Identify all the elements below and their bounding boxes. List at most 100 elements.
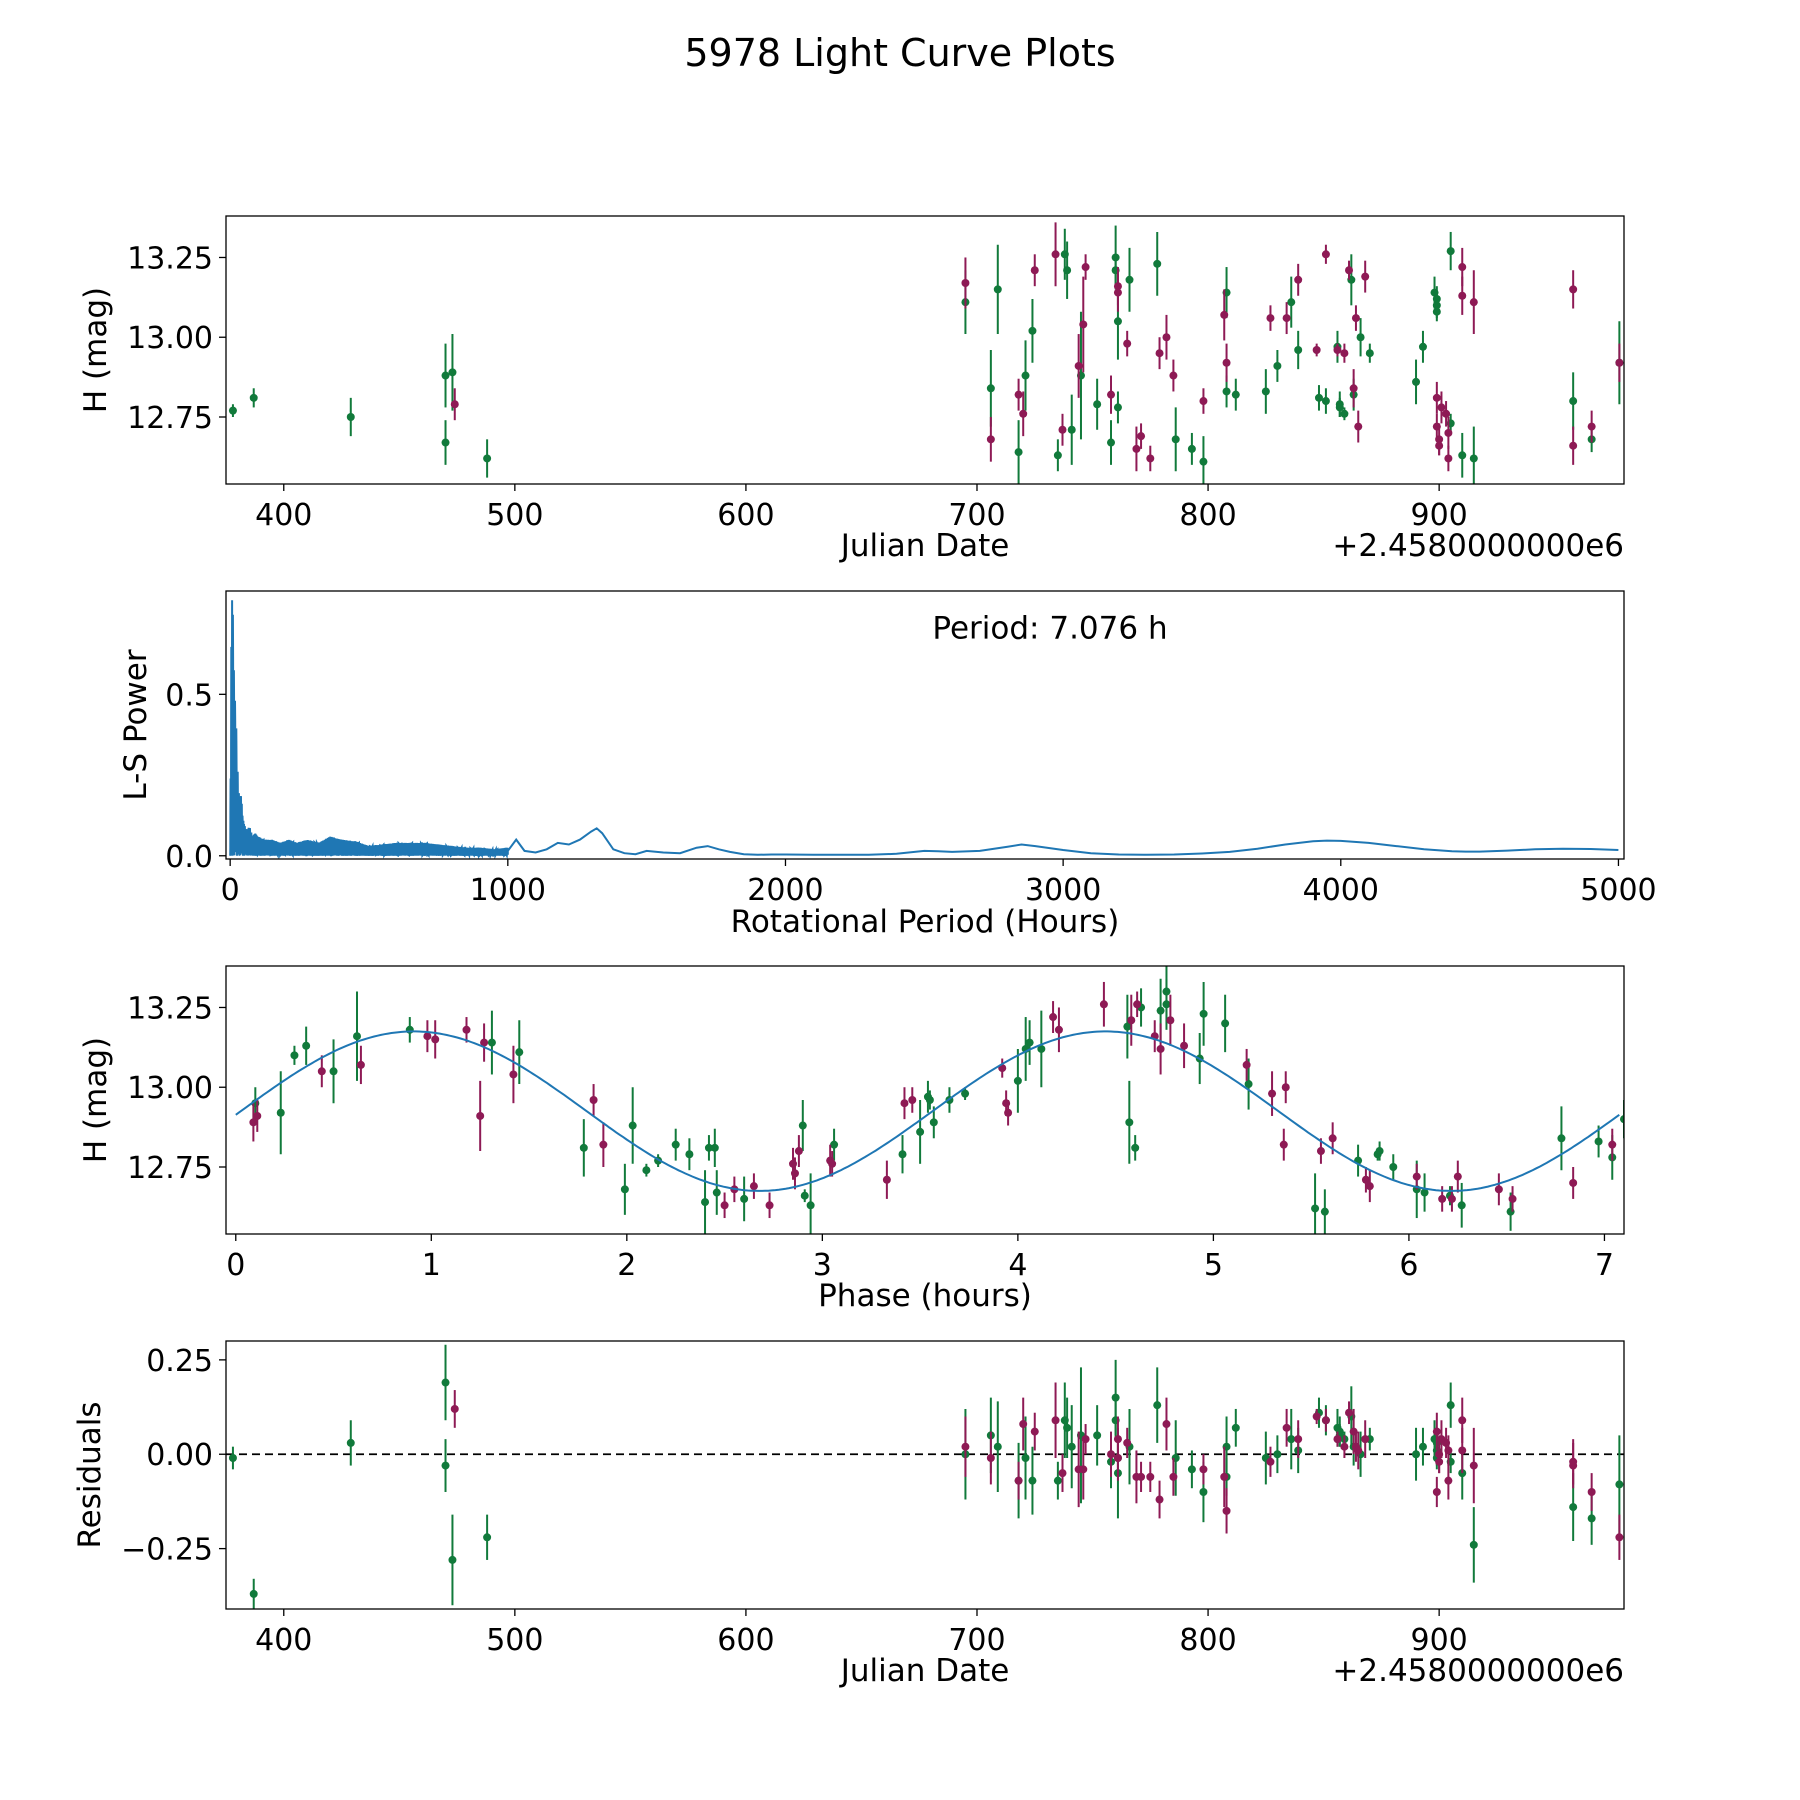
- data-point: [515, 1048, 524, 1057]
- y-tick-label: 13.25: [127, 991, 213, 1026]
- data-point: [448, 368, 457, 377]
- data-point: [798, 1121, 807, 1130]
- data-point: [1187, 1465, 1196, 1474]
- data-point: [1079, 1465, 1088, 1474]
- data-point: [405, 1025, 414, 1034]
- data-point: [1123, 1438, 1132, 1447]
- phased-axes-frame: [225, 965, 1625, 1235]
- data-point: [1594, 1137, 1603, 1146]
- data-point: [1067, 1442, 1076, 1451]
- data-point: [1442, 409, 1451, 418]
- data-point: [1340, 349, 1349, 358]
- x-tick-label: 500: [486, 498, 543, 533]
- data-point: [1375, 1147, 1384, 1156]
- data-point: [1019, 409, 1028, 418]
- data-point: [450, 1404, 459, 1413]
- data-point: [249, 393, 258, 402]
- data-point: [1113, 1454, 1122, 1463]
- x-tick-label: 7: [1595, 1248, 1614, 1283]
- data-point: [1063, 1423, 1072, 1432]
- data-point: [441, 438, 450, 447]
- data-point: [1569, 441, 1578, 450]
- data-point: [1222, 358, 1231, 367]
- data-point: [1099, 1000, 1108, 1009]
- data-point: [228, 406, 237, 415]
- data-point: [1294, 346, 1303, 354]
- data-point: [1444, 1476, 1453, 1485]
- data-point: [1053, 1476, 1062, 1485]
- lightcurve-marks: [228, 222, 1624, 484]
- data-point: [1458, 1416, 1467, 1425]
- data-point: [1169, 371, 1178, 380]
- data-point: [228, 1454, 237, 1463]
- data-point: [1125, 275, 1134, 284]
- data-point: [908, 1096, 917, 1104]
- data-point: [1432, 1487, 1441, 1496]
- data-point: [1123, 1022, 1132, 1031]
- data-point: [1608, 1140, 1617, 1149]
- data-point: [1444, 428, 1453, 437]
- data-point: [1155, 1495, 1164, 1504]
- data-point: [353, 1032, 362, 1041]
- model-curve: [235, 1030, 1620, 1192]
- data-point: [720, 1201, 729, 1210]
- data-point: [1281, 1083, 1290, 1092]
- data-point: [1446, 247, 1455, 256]
- y-tick-label: 0.0: [165, 840, 213, 875]
- data-point: [1162, 987, 1171, 996]
- data-point: [1365, 1182, 1374, 1191]
- data-point: [882, 1175, 891, 1184]
- y-tick-label: 13.25: [127, 241, 213, 276]
- data-point: [628, 1121, 637, 1130]
- y-tick-label: 13.00: [127, 321, 213, 356]
- data-point: [1569, 285, 1578, 294]
- data-point: [1418, 1442, 1427, 1451]
- data-point: [830, 1140, 839, 1149]
- x-tick-label: 5000: [1580, 873, 1656, 908]
- x-tick-label: 900: [1411, 1623, 1468, 1658]
- data-point: [1030, 266, 1039, 275]
- data-point: [1199, 457, 1208, 466]
- data-point: [1013, 1076, 1022, 1085]
- x-tick-label: 1: [422, 1248, 441, 1283]
- data-point: [1620, 1115, 1624, 1124]
- data-point: [1019, 1420, 1028, 1429]
- data-point: [356, 1060, 365, 1069]
- y-tick-label: 0.5: [165, 678, 213, 713]
- data-point: [1107, 1450, 1116, 1459]
- data-point: [302, 1041, 311, 1050]
- data-point: [1437, 403, 1446, 412]
- data-point: [1051, 250, 1060, 259]
- data-point: [1053, 451, 1062, 460]
- data-point: [1266, 314, 1275, 323]
- data-point: [1469, 454, 1478, 463]
- data-point: [1107, 438, 1116, 447]
- data-point: [1321, 1416, 1330, 1425]
- data-point: [1231, 1423, 1240, 1432]
- phased-panel: 0 1 2 3 4 5 6 7 12.75 13.00 13.25 Phase (hours) H …: [78, 965, 1625, 1314]
- data-point: [1328, 1134, 1337, 1143]
- data-point: [253, 1111, 262, 1120]
- data-point: [1432, 393, 1441, 402]
- x-tick-label: 4000: [1303, 873, 1379, 908]
- data-point: [1014, 1476, 1023, 1485]
- data-point: [1199, 397, 1208, 406]
- x-tick-label: 2000: [747, 873, 823, 908]
- data-point: [1557, 1134, 1566, 1143]
- data-point: [1354, 422, 1363, 431]
- data-point: [431, 1035, 440, 1044]
- y-tick-label: 12.75: [127, 401, 213, 436]
- data-point: [1079, 320, 1088, 329]
- data-point: [1268, 1089, 1277, 1098]
- data-point: [961, 279, 970, 287]
- data-point: [1093, 1431, 1102, 1440]
- data-point: [1169, 1472, 1178, 1481]
- phased-xlabel: Phase (hours): [818, 1278, 1032, 1314]
- data-point: [1569, 1178, 1578, 1187]
- data-point: [620, 1185, 629, 1194]
- x-tick-label: 700: [948, 498, 1005, 533]
- data-point: [276, 1108, 285, 1117]
- data-point: [249, 1118, 258, 1127]
- data-point: [579, 1143, 588, 1152]
- residuals-ylabel: Residuals: [72, 1401, 108, 1548]
